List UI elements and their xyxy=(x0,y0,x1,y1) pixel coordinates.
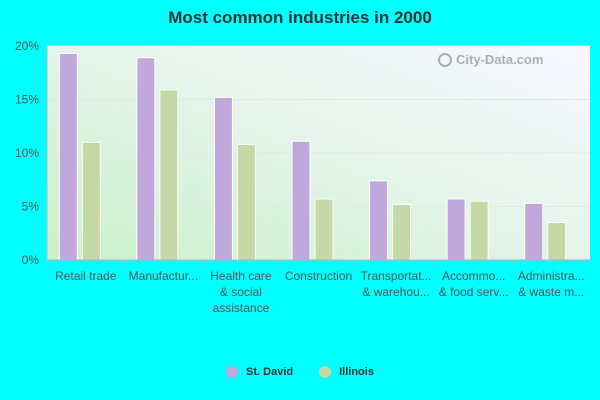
magnifier-icon xyxy=(438,52,452,67)
watermark: City-Data.com xyxy=(438,52,543,67)
bar-st-david xyxy=(291,140,311,261)
watermark-text: City-Data.com xyxy=(456,52,544,67)
bar-st-david xyxy=(446,198,466,261)
bar-illinois xyxy=(469,200,489,261)
bar-illinois xyxy=(392,203,412,261)
y-tick-label: 10% xyxy=(15,146,39,160)
bar-illinois xyxy=(236,143,256,261)
x-tick-label: Transportat... & warehou... xyxy=(361,269,432,299)
legend-item: St. David xyxy=(226,366,293,378)
x-tick-label: Retail trade xyxy=(55,269,117,283)
x-tick-label: Health care & social assistance xyxy=(210,269,272,315)
chart-title: Most common industries in 2000 xyxy=(168,8,432,27)
bar-st-david xyxy=(524,202,544,261)
bar-st-david xyxy=(213,96,233,261)
legend: St. David Illinois xyxy=(0,366,600,378)
bar-illinois xyxy=(547,222,567,261)
y-tick-label: 5% xyxy=(22,200,40,214)
legend-swatch xyxy=(319,366,332,378)
legend-item: Illinois xyxy=(319,366,374,378)
legend-label: Illinois xyxy=(339,366,374,378)
bar-st-david xyxy=(58,52,78,261)
bar-illinois xyxy=(314,198,334,261)
y-tick-label: 15% xyxy=(15,93,39,107)
y-tick-label: 0% xyxy=(22,253,40,267)
legend-swatch xyxy=(226,366,239,378)
bar-st-david xyxy=(136,57,156,261)
y-tick-label: 20% xyxy=(15,39,39,53)
legend-label: St. David xyxy=(246,366,294,378)
x-tick-label: Construction xyxy=(285,269,352,283)
bar-st-david xyxy=(369,180,389,261)
bar-illinois xyxy=(159,89,179,261)
bar-illinois xyxy=(81,141,101,261)
x-tick-label: Manufactur... xyxy=(129,269,198,283)
x-tick-label: Accommo... & food serv... xyxy=(439,269,509,299)
x-tick-label: Administra... & waste m... xyxy=(518,269,585,299)
